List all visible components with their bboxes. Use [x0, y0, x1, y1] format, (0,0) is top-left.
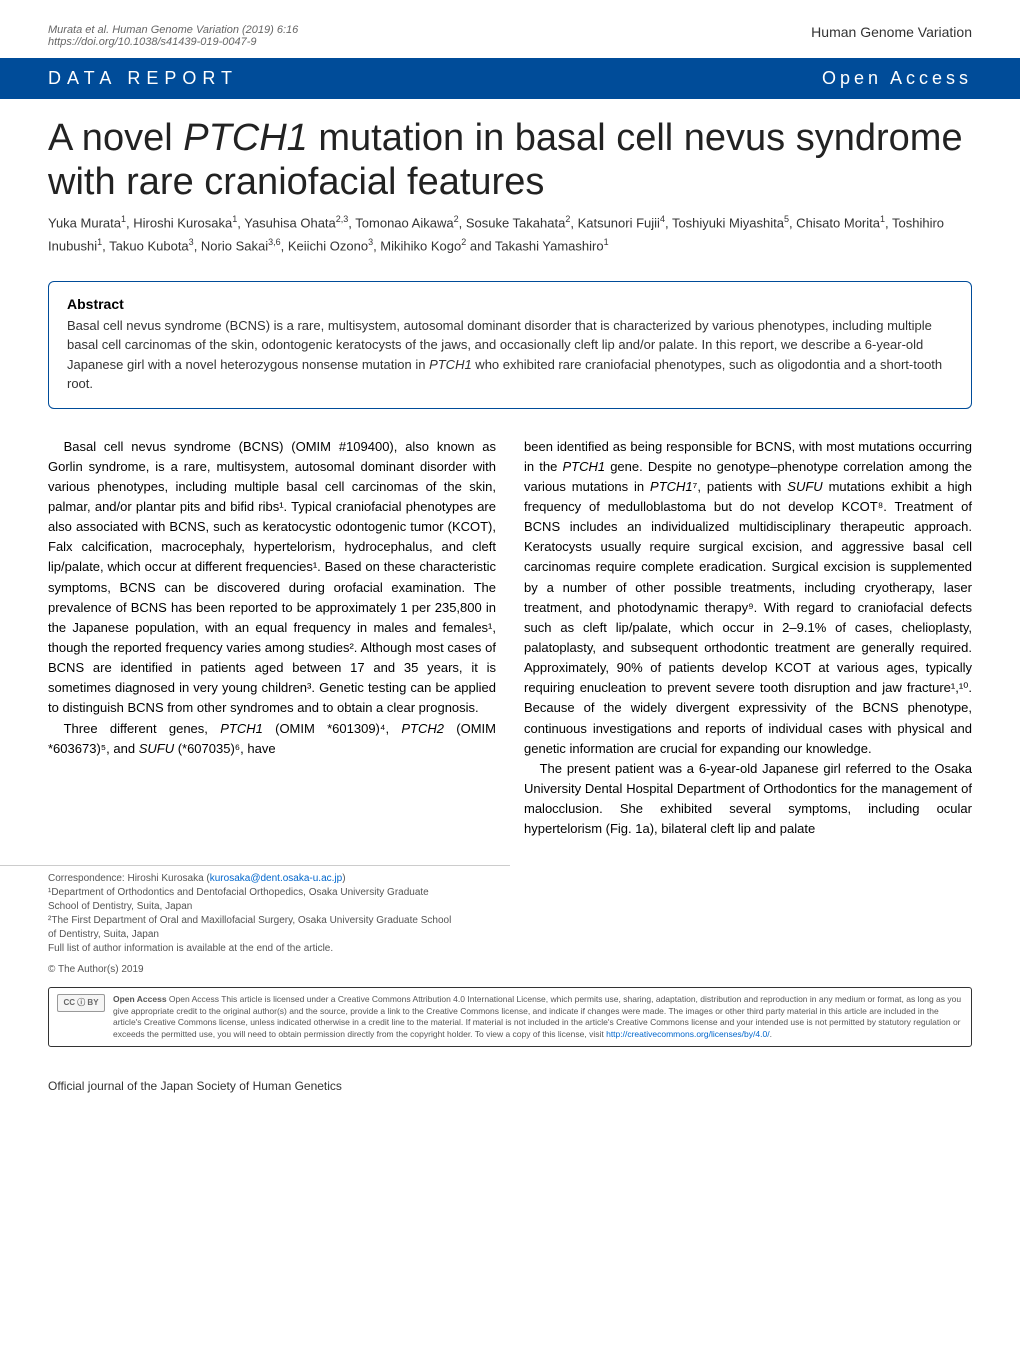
- doi-line: https://doi.org/10.1038/s41439-019-0047-…: [48, 36, 298, 48]
- lp2-end: (*607035)⁶, have: [174, 741, 275, 756]
- right-para1: been identified as being responsible for…: [524, 437, 972, 759]
- title-prefix: A novel: [48, 117, 183, 159]
- page-footer: Official journal of the Japan Society of…: [0, 1063, 1020, 1117]
- license-link[interactable]: http://creativecommons.org/licenses/by/4…: [606, 1029, 769, 1039]
- full-author-info: Full list of author information is avail…: [48, 942, 462, 956]
- page-header: Murata et al. Human Genome Variation (20…: [0, 0, 1020, 58]
- rp1-m2: ⁷, patients with: [693, 479, 788, 494]
- abstract-gene: PTCH1: [429, 357, 472, 372]
- right-column: been identified as being responsible for…: [524, 437, 972, 840]
- body-columns: Basal cell nevus syndrome (BCNS) (OMIM #…: [0, 437, 1020, 860]
- license-post: .: [770, 1029, 772, 1039]
- right-para2: The present patient was a 6-year-old Jap…: [524, 759, 972, 840]
- license-box: CC ⓘ BY Open Access Open Access This art…: [48, 987, 972, 1047]
- lp2-m1: (OMIM *601309)⁴,: [263, 721, 402, 736]
- corr-pre: Correspondence: Hiroshi Kurosaka (: [48, 873, 210, 884]
- affiliation-2: ²The First Department of Oral and Maxill…: [48, 914, 462, 942]
- corr-line: Correspondence: Hiroshi Kurosaka (kurosa…: [48, 872, 462, 886]
- rp1-end: mutations exhibit a high frequency of me…: [524, 479, 972, 756]
- abstract-box: Abstract Basal cell nevus syndrome (BCNS…: [48, 281, 972, 409]
- citation-block: Murata et al. Human Genome Variation (20…: [48, 24, 298, 48]
- correspondence-block: Correspondence: Hiroshi Kurosaka (kurosa…: [0, 865, 510, 964]
- abstract-text: Basal cell nevus syndrome (BCNS) is a ra…: [67, 316, 953, 394]
- lp2-g3: SUFU: [139, 741, 174, 756]
- license-pre: Open Access This article is licensed und…: [113, 994, 961, 1038]
- left-para2: Three different genes, PTCH1 (OMIM *6013…: [48, 719, 496, 759]
- left-column: Basal cell nevus syndrome (BCNS) (OMIM #…: [48, 437, 496, 840]
- citation-line: Murata et al. Human Genome Variation (20…: [48, 24, 298, 36]
- cc-by-icon: CC ⓘ BY: [57, 994, 105, 1012]
- title-gene: PTCH1: [183, 117, 308, 159]
- article-title: A novel PTCH1 mutation in basal cell nev…: [0, 99, 1020, 212]
- affiliation-1: ¹Department of Orthodontics and Dentofac…: [48, 886, 462, 914]
- rp1-g1: PTCH1: [562, 459, 605, 474]
- report-type-label: DATA REPORT: [48, 68, 238, 89]
- open-access-label: Open Access: [822, 68, 972, 89]
- rp1-g3: SUFU: [787, 479, 822, 494]
- lp2-g2: PTCH2: [401, 721, 444, 736]
- corr-post: ): [342, 873, 345, 884]
- corr-email-link[interactable]: kurosaka@dent.osaka-u.ac.jp: [210, 873, 342, 884]
- abstract-heading: Abstract: [67, 296, 953, 312]
- journal-name: Human Genome Variation: [811, 24, 972, 40]
- author-list: Yuka Murata1, Hiroshi Kurosaka1, Yasuhis…: [0, 212, 1020, 272]
- rp1-g2: PTCH1: [650, 479, 693, 494]
- left-para1: Basal cell nevus syndrome (BCNS) (OMIM #…: [48, 437, 496, 719]
- lp2-g1: PTCH1: [220, 721, 263, 736]
- report-banner: DATA REPORT Open Access: [0, 58, 1020, 99]
- lp2-pre: Three different genes,: [64, 721, 221, 736]
- license-text: Open Access Open Access This article is …: [113, 994, 963, 1040]
- copyright-line: © The Author(s) 2019: [0, 964, 1020, 979]
